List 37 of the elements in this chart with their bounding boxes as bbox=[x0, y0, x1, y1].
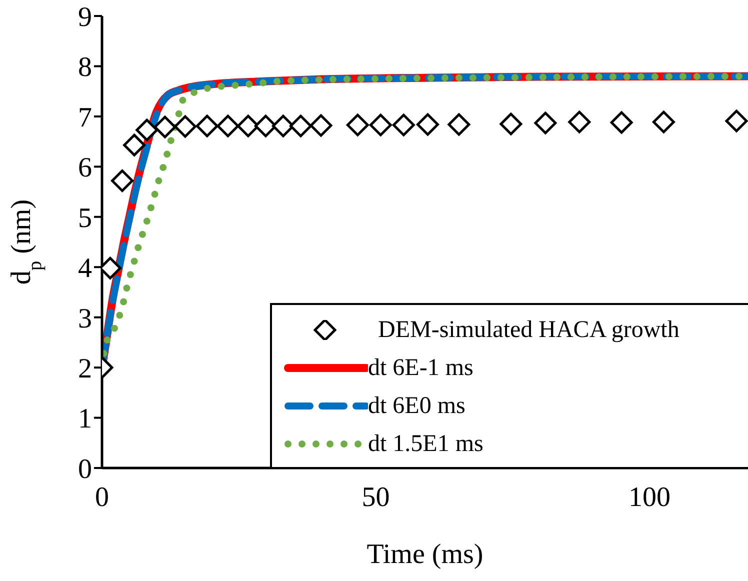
y-tick-label: 8 bbox=[78, 52, 92, 84]
point bbox=[111, 169, 134, 192]
point bbox=[289, 114, 312, 138]
point bbox=[534, 112, 557, 134]
point bbox=[500, 112, 522, 136]
x-axis-title: Time (ms) bbox=[366, 539, 484, 570]
y-tick-label: 4 bbox=[78, 253, 92, 284]
point bbox=[416, 113, 439, 136]
point bbox=[174, 115, 196, 138]
y-tick-label: 3 bbox=[78, 303, 92, 334]
point bbox=[568, 110, 591, 134]
point bbox=[725, 110, 748, 132]
point bbox=[448, 113, 470, 136]
legend-label: dt 6E0 ms bbox=[368, 392, 466, 418]
point bbox=[610, 111, 633, 134]
point bbox=[196, 114, 218, 138]
point bbox=[346, 114, 369, 136]
point bbox=[652, 110, 675, 134]
y-tick-label: 7 bbox=[78, 102, 92, 134]
legend-label: DEM-simulated HACA growth bbox=[378, 316, 680, 342]
legend-label: dt 6E-1 ms bbox=[368, 354, 474, 380]
y-tick-label: 9 bbox=[78, 2, 92, 33]
point bbox=[310, 114, 332, 137]
x-tick-label: 50 bbox=[362, 482, 390, 513]
y-tick-label: 2 bbox=[78, 353, 92, 384]
legend-label: dt 1.5E1 ms bbox=[368, 430, 484, 456]
point bbox=[369, 114, 392, 136]
x-tick-label: 100 bbox=[628, 482, 670, 513]
point bbox=[216, 114, 240, 138]
point bbox=[136, 118, 158, 142]
y-tick-label: 6 bbox=[78, 152, 92, 184]
y-tick-label: 5 bbox=[78, 202, 92, 234]
point bbox=[392, 114, 415, 136]
y-tick-label: 0 bbox=[78, 454, 92, 485]
point bbox=[123, 134, 146, 156]
point bbox=[154, 116, 176, 138]
y-tick-label: 1 bbox=[78, 404, 92, 435]
